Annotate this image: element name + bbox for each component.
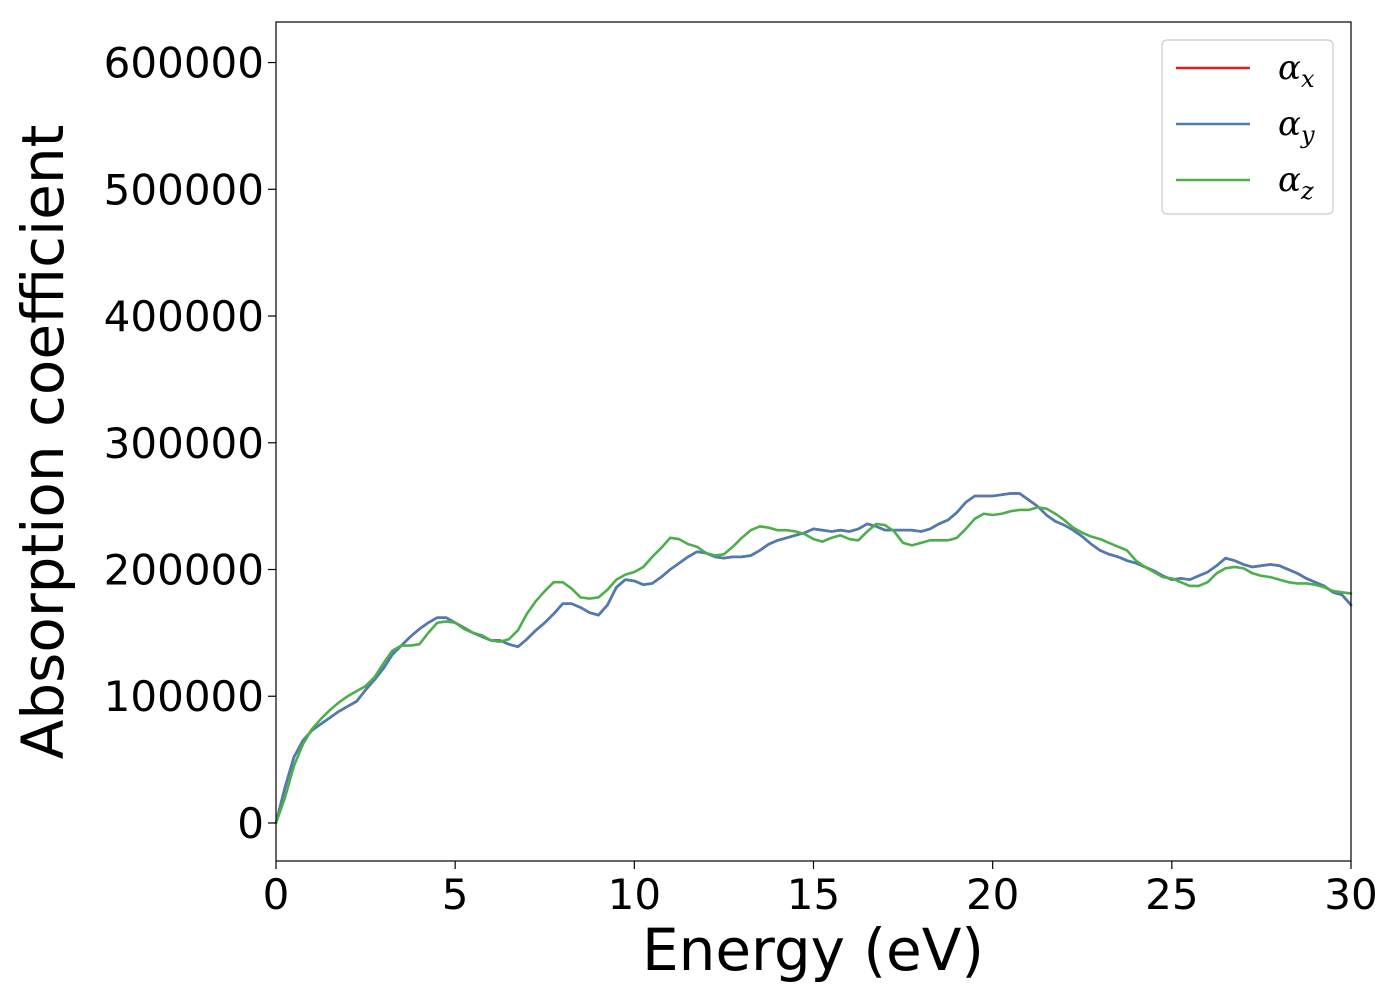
- x-tick-label: 15: [787, 870, 840, 919]
- x-tick-label: 30: [1324, 870, 1377, 919]
- legend-box: [1161, 39, 1334, 215]
- legend-label-z: αz: [1278, 160, 1314, 205]
- x-axis: 0 5 10 15 20 25 30: [263, 861, 1378, 919]
- x-tick-label: 25: [1145, 870, 1198, 919]
- x-axis-label: Energy (eV): [642, 916, 984, 984]
- legend: αx αy αz: [1161, 39, 1334, 215]
- y-tick-label: 600000: [104, 39, 264, 88]
- y-axis: 0 100000 200000 300000 400000 500000 600000: [104, 39, 276, 848]
- y-tick-label: 400000: [104, 292, 264, 341]
- x-tick-label: 10: [608, 870, 661, 919]
- x-tick-label: 5: [442, 870, 469, 919]
- y-tick-label: 200000: [104, 546, 264, 595]
- legend-label-x: αx: [1278, 48, 1315, 93]
- series-line-z: [274, 506, 1353, 825]
- y-axis-label: Absorption coefficient: [9, 125, 77, 760]
- y-tick-label: 500000: [104, 165, 264, 214]
- y-tick-label: 100000: [104, 672, 264, 721]
- y-tick-label: 0: [237, 799, 264, 848]
- x-tick-label: 0: [263, 870, 290, 919]
- series-layer: [274, 492, 1353, 825]
- legend-label-y: αy: [1278, 104, 1315, 149]
- y-tick-label: 300000: [104, 419, 264, 468]
- x-tick-label: 20: [966, 870, 1019, 919]
